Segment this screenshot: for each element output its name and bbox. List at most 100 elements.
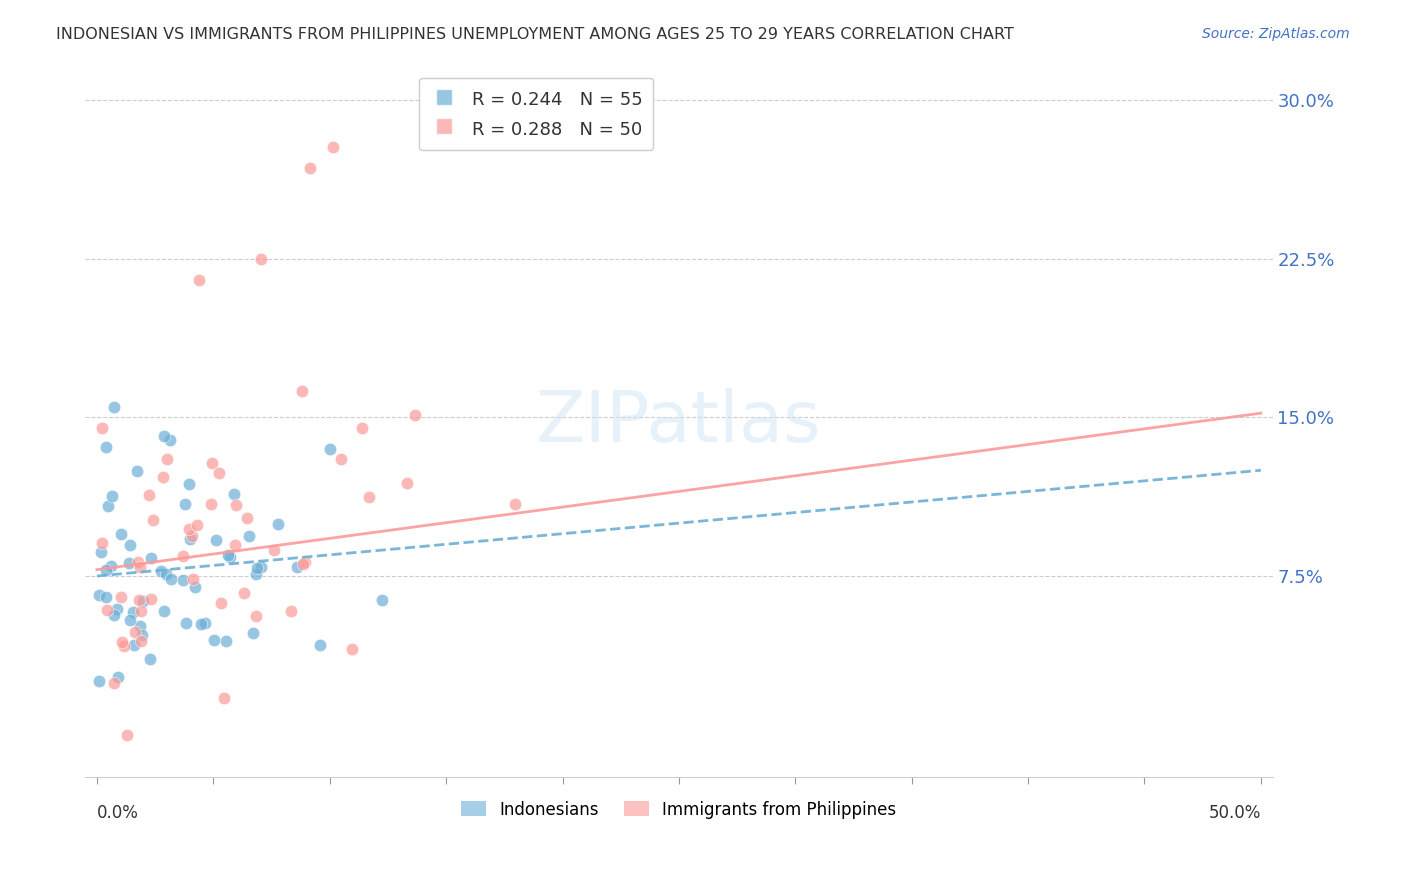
Indonesians <box>120 538 142 552</box>
Immigrants from Philippines <box>396 475 419 490</box>
Indonesians <box>242 625 264 640</box>
Indonesians <box>107 602 129 616</box>
Indonesians <box>89 674 111 689</box>
Indonesians <box>205 533 228 547</box>
Indonesians <box>172 573 194 587</box>
Immigrants from Philippines <box>245 609 267 624</box>
Immigrants from Philippines <box>152 470 174 484</box>
Text: 0.0%: 0.0% <box>97 805 139 822</box>
Indonesians <box>121 605 143 619</box>
Indonesians <box>141 551 163 566</box>
Indonesians <box>176 615 198 630</box>
Immigrants from Philippines <box>103 676 125 690</box>
Immigrants from Philippines <box>129 633 152 648</box>
Text: ZIPatlas: ZIPatlas <box>536 388 821 458</box>
Indonesians <box>97 499 120 513</box>
Immigrants from Philippines <box>131 604 153 618</box>
Indonesians <box>318 442 340 456</box>
Indonesians <box>118 557 141 571</box>
Indonesians <box>90 545 112 559</box>
Indonesians <box>110 526 132 541</box>
Immigrants from Philippines <box>177 522 200 536</box>
Immigrants from Philippines <box>91 421 114 435</box>
Immigrants from Philippines <box>224 538 246 552</box>
Indonesians <box>155 567 177 582</box>
Immigrants from Philippines <box>156 451 179 466</box>
Immigrants from Philippines <box>110 635 132 649</box>
Indonesians <box>129 618 152 632</box>
Immigrants from Philippines <box>124 624 146 639</box>
Immigrants from Philippines <box>188 273 211 287</box>
Indonesians <box>250 559 273 574</box>
Indonesians <box>103 607 125 622</box>
Immigrants from Philippines <box>186 518 208 533</box>
Indonesians <box>153 429 176 443</box>
Indonesians <box>194 616 217 631</box>
Immigrants from Philippines <box>201 456 224 470</box>
Indonesians <box>94 563 117 577</box>
Immigrants from Philippines <box>110 591 132 605</box>
Immigrants from Philippines <box>236 510 259 524</box>
Immigrants from Philippines <box>294 555 316 569</box>
Immigrants from Philippines <box>181 572 204 586</box>
Immigrants from Philippines <box>200 497 222 511</box>
Indonesians <box>214 634 236 648</box>
Immigrants from Philippines <box>404 409 426 423</box>
Immigrants from Philippines <box>139 591 162 606</box>
Immigrants from Philippines <box>299 161 322 175</box>
Indonesians <box>131 628 153 642</box>
Indonesians <box>103 400 125 414</box>
Indonesians <box>118 613 141 627</box>
Immigrants from Philippines <box>128 593 150 607</box>
Immigrants from Philippines <box>291 384 314 398</box>
Indonesians <box>152 604 174 618</box>
Indonesians <box>190 616 212 631</box>
Immigrants from Philippines <box>208 467 231 481</box>
Indonesians <box>107 670 129 684</box>
Indonesians <box>179 532 201 546</box>
Immigrants from Philippines <box>114 639 136 653</box>
Indonesians <box>94 590 117 604</box>
Immigrants from Philippines <box>172 549 194 563</box>
Immigrants from Philippines <box>342 641 364 656</box>
Immigrants from Philippines <box>292 557 315 571</box>
Immigrants from Philippines <box>209 596 232 610</box>
Indonesians <box>287 559 309 574</box>
Immigrants from Philippines <box>232 585 254 599</box>
Immigrants from Philippines <box>180 528 202 542</box>
Immigrants from Philippines <box>330 452 353 467</box>
Immigrants from Philippines <box>96 603 118 617</box>
Indonesians <box>132 594 155 608</box>
Immigrants from Philippines <box>115 728 138 742</box>
Immigrants from Philippines <box>138 488 160 502</box>
Indonesians <box>101 489 124 503</box>
Indonesians <box>267 517 290 532</box>
Indonesians <box>202 633 225 648</box>
Immigrants from Philippines <box>128 560 150 574</box>
Indonesians <box>159 433 181 447</box>
Indonesians <box>174 497 197 511</box>
Immigrants from Philippines <box>225 498 247 512</box>
Immigrants from Philippines <box>127 555 149 569</box>
Indonesians <box>122 639 145 653</box>
Indonesians <box>150 564 173 578</box>
Indonesians <box>177 477 200 491</box>
Indonesians <box>245 567 267 582</box>
Indonesians <box>100 558 122 573</box>
Legend: Indonesians, Immigrants from Philippines: Indonesians, Immigrants from Philippines <box>454 794 903 825</box>
Indonesians <box>159 572 181 586</box>
Text: 50.0%: 50.0% <box>1209 805 1261 822</box>
Indonesians <box>184 580 207 594</box>
Indonesians <box>308 638 330 652</box>
Indonesians <box>224 487 246 501</box>
Immigrants from Philippines <box>359 491 381 505</box>
Indonesians <box>127 464 149 478</box>
Indonesians <box>89 588 111 602</box>
Text: Source: ZipAtlas.com: Source: ZipAtlas.com <box>1202 27 1350 41</box>
Immigrants from Philippines <box>214 691 236 706</box>
Indonesians <box>139 652 162 666</box>
Indonesians <box>94 440 117 454</box>
Indonesians <box>219 550 242 565</box>
Indonesians <box>246 561 269 575</box>
Immigrants from Philippines <box>280 604 302 618</box>
